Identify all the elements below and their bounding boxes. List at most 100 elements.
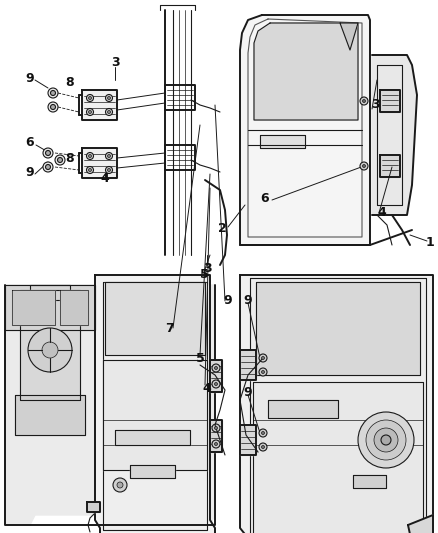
- Circle shape: [259, 429, 267, 437]
- Circle shape: [107, 110, 110, 114]
- Polygon shape: [353, 475, 386, 488]
- Text: 7: 7: [166, 321, 174, 335]
- Circle shape: [363, 165, 365, 167]
- Text: 9: 9: [224, 294, 232, 306]
- Polygon shape: [87, 502, 100, 512]
- Circle shape: [212, 380, 220, 388]
- Circle shape: [48, 102, 58, 112]
- Text: 4: 4: [203, 382, 212, 394]
- Text: 3: 3: [371, 99, 379, 111]
- Circle shape: [113, 478, 127, 492]
- Circle shape: [42, 342, 58, 358]
- Text: 8: 8: [66, 151, 74, 165]
- Text: 6: 6: [261, 191, 269, 205]
- Circle shape: [88, 168, 92, 172]
- Circle shape: [106, 94, 113, 101]
- Text: 9: 9: [26, 71, 34, 85]
- Polygon shape: [103, 360, 207, 470]
- Circle shape: [360, 97, 368, 105]
- Circle shape: [50, 91, 56, 95]
- Circle shape: [212, 364, 220, 372]
- Text: 3: 3: [111, 56, 119, 69]
- Circle shape: [261, 432, 265, 434]
- Circle shape: [374, 428, 398, 452]
- Circle shape: [381, 435, 391, 445]
- Polygon shape: [82, 148, 117, 178]
- Polygon shape: [60, 290, 88, 325]
- Circle shape: [259, 443, 267, 451]
- Circle shape: [215, 367, 218, 369]
- Text: 5: 5: [196, 351, 205, 365]
- Circle shape: [86, 109, 93, 116]
- Text: 3: 3: [203, 262, 211, 274]
- Polygon shape: [408, 515, 433, 533]
- Text: 4: 4: [378, 206, 386, 220]
- Polygon shape: [95, 275, 215, 533]
- Polygon shape: [103, 282, 207, 530]
- Polygon shape: [254, 23, 358, 120]
- Polygon shape: [240, 275, 433, 533]
- Polygon shape: [250, 278, 426, 533]
- Circle shape: [259, 354, 267, 362]
- Polygon shape: [15, 395, 85, 435]
- Polygon shape: [210, 420, 222, 452]
- Polygon shape: [380, 155, 400, 177]
- Circle shape: [360, 162, 368, 170]
- Text: 9: 9: [244, 385, 252, 399]
- Circle shape: [215, 383, 218, 385]
- Circle shape: [55, 155, 65, 165]
- Polygon shape: [105, 282, 205, 355]
- Circle shape: [46, 150, 50, 156]
- Circle shape: [117, 482, 123, 488]
- Text: 8: 8: [66, 76, 74, 88]
- Circle shape: [261, 370, 265, 374]
- Circle shape: [88, 110, 92, 114]
- Circle shape: [215, 442, 218, 446]
- Polygon shape: [240, 350, 256, 380]
- Circle shape: [86, 94, 93, 101]
- Circle shape: [88, 155, 92, 157]
- Text: 1: 1: [426, 237, 434, 249]
- Text: 2: 2: [218, 222, 226, 235]
- Polygon shape: [240, 425, 256, 455]
- Text: 9: 9: [26, 166, 34, 179]
- Polygon shape: [380, 90, 400, 112]
- Polygon shape: [12, 290, 55, 325]
- Polygon shape: [260, 135, 305, 148]
- Circle shape: [43, 162, 53, 172]
- Circle shape: [261, 446, 265, 448]
- Polygon shape: [115, 430, 190, 445]
- Text: 4: 4: [101, 172, 110, 184]
- Circle shape: [86, 152, 93, 159]
- Polygon shape: [268, 400, 338, 418]
- Circle shape: [48, 88, 58, 98]
- Circle shape: [358, 412, 414, 468]
- Text: 5: 5: [200, 269, 208, 281]
- Circle shape: [106, 109, 113, 116]
- Circle shape: [106, 152, 113, 159]
- Circle shape: [88, 96, 92, 100]
- Circle shape: [50, 104, 56, 109]
- Polygon shape: [20, 290, 80, 400]
- Circle shape: [86, 166, 93, 174]
- Circle shape: [261, 357, 265, 359]
- Polygon shape: [5, 285, 95, 330]
- Polygon shape: [340, 23, 358, 50]
- Polygon shape: [256, 282, 420, 375]
- Polygon shape: [130, 465, 175, 478]
- Circle shape: [43, 148, 53, 158]
- Circle shape: [212, 440, 220, 448]
- Polygon shape: [240, 15, 370, 245]
- Circle shape: [46, 165, 50, 169]
- Circle shape: [366, 420, 406, 460]
- Circle shape: [107, 96, 110, 100]
- Polygon shape: [372, 55, 417, 215]
- Circle shape: [57, 157, 63, 163]
- Circle shape: [28, 328, 72, 372]
- Polygon shape: [5, 285, 215, 525]
- Circle shape: [212, 424, 220, 432]
- Polygon shape: [210, 360, 222, 392]
- Text: 6: 6: [26, 136, 34, 149]
- Circle shape: [107, 155, 110, 157]
- Circle shape: [259, 368, 267, 376]
